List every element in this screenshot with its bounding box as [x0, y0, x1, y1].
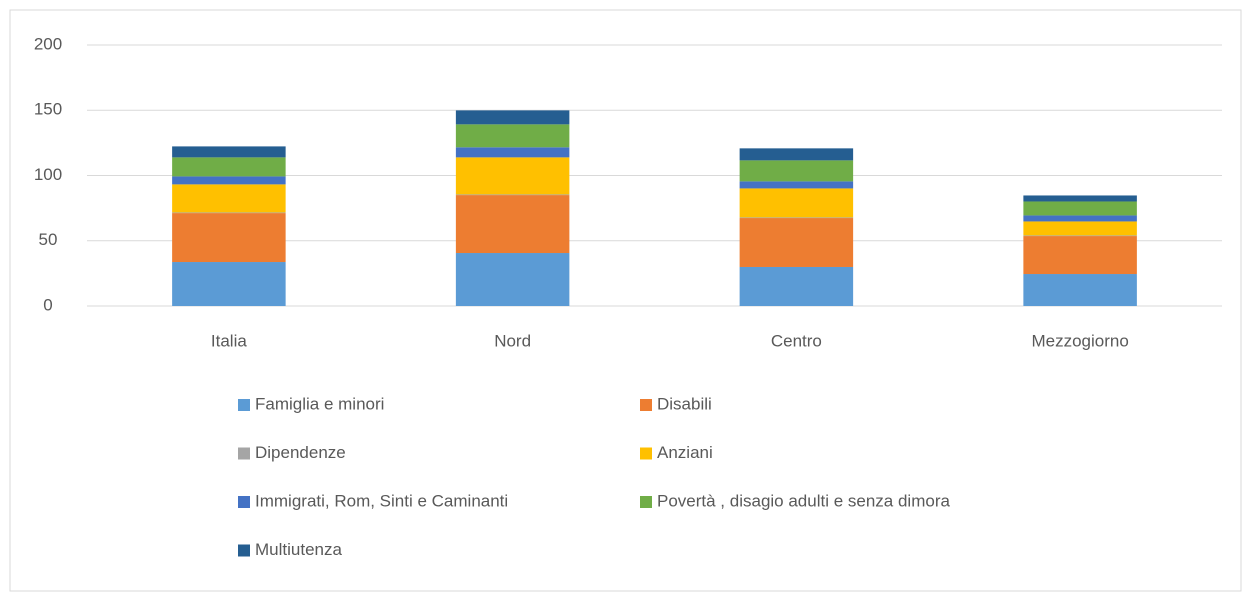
y-tick-label: 100: [34, 165, 62, 184]
y-tick-label: 150: [34, 100, 62, 119]
bar-segment: [1023, 274, 1137, 306]
bar-segment: [1023, 221, 1137, 236]
bar-segment: [172, 212, 286, 214]
x-tick-label: Italia: [211, 331, 247, 350]
bar-segment: [1023, 215, 1137, 222]
legend-swatch: [238, 496, 250, 508]
legend-label: Dipendenze: [255, 443, 346, 462]
x-tick-label: Centro: [771, 331, 822, 350]
bar-segment: [739, 217, 854, 219]
legend-label: Anziani: [657, 443, 713, 462]
y-tick-label: 50: [39, 230, 58, 249]
bar-segment: [739, 218, 854, 267]
legend-swatch: [640, 399, 652, 411]
bar-segment: [739, 160, 854, 182]
legend-label: Disabili: [657, 394, 712, 413]
legend-swatch: [640, 447, 652, 460]
bar-segment: [739, 188, 854, 218]
bar-segment: [172, 157, 286, 177]
y-tick-label: 0: [43, 295, 52, 314]
legend-swatch: [640, 496, 652, 508]
x-tick-label: Mezzogiorno: [1031, 331, 1128, 350]
bar-segment: [455, 157, 570, 195]
x-tick-label: Nord: [494, 331, 531, 350]
bar-segment: [172, 176, 286, 185]
bar-segment: [739, 181, 854, 189]
bar-segment: [172, 262, 286, 306]
legend-label: Povertà , disagio adulti e senza dimora: [657, 491, 950, 510]
bar-segment: [455, 124, 570, 148]
y-tick-label: 200: [34, 34, 62, 53]
bar-segment: [172, 213, 286, 263]
legend-swatch: [238, 399, 250, 411]
bar-segment: [172, 146, 286, 158]
bar-segment: [455, 110, 570, 125]
bar-segment: [739, 266, 854, 306]
bar-segment: [455, 195, 570, 254]
bar-segment: [1023, 195, 1137, 202]
legend-label: Immigrati, Rom, Sinti e Caminanti: [255, 491, 508, 510]
legend-label: Famiglia e minori: [255, 394, 384, 413]
bar-segment: [739, 148, 854, 161]
bar-segment: [455, 147, 570, 158]
legend-swatch: [238, 544, 250, 557]
bar-segment: [1023, 201, 1137, 216]
bar-segment: [1023, 235, 1137, 237]
bar-segment: [455, 194, 570, 196]
legend-label: Multiutenza: [255, 540, 342, 559]
bar-segment: [455, 253, 570, 306]
bar-segment: [172, 184, 286, 213]
legend-swatch: [238, 447, 250, 460]
bar-segment: [1023, 236, 1137, 275]
